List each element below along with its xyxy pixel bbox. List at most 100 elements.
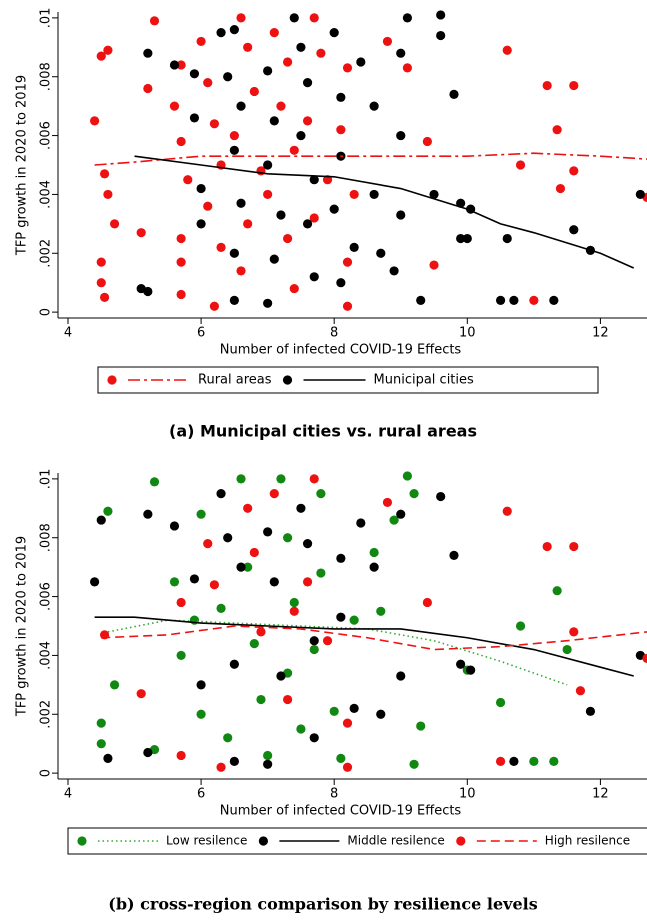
fit-line [101,625,647,651]
x-axis-label: Number of infected COVID-19 Effects [220,804,462,819]
scatter-point [569,225,579,235]
y-tick-label: .002 [39,239,54,268]
scatter-point [103,45,113,55]
x-tick-label: 4 [64,326,72,341]
chart: 0 .002 .004 .006 .008 .01 4 6 8 10 12 Number of inf… [15,469,647,914]
scatter-point [136,689,146,699]
x-tick-label: 6 [197,326,205,341]
scatter-point [329,204,339,214]
scatter-point [229,130,239,141]
scatter-point [176,233,186,244]
scatter-point [109,680,120,690]
scatter-point [263,160,273,170]
scatter-point [542,541,552,552]
y-tick-label: .004 [39,180,54,209]
scatter-point [289,13,299,23]
scatter-point [256,627,266,637]
legend-marker [107,375,117,385]
scatter-point [196,36,206,47]
scatter-point [382,36,393,47]
scatter-point [436,10,446,20]
scatter-point [466,665,476,675]
scatter-point [169,60,180,70]
scatter-point [329,27,339,38]
scatter-point [143,286,153,297]
scatter-point [309,733,319,743]
scatter-point [409,759,419,769]
scatter-point [495,295,506,305]
x-tick-label: 10 [459,787,476,802]
scatter-point [176,650,186,661]
scatter-point [263,759,273,769]
scatter-point [143,747,153,758]
scatter-point [316,488,326,499]
scatter-point [322,636,333,646]
scatter-point [342,63,353,73]
y-tick-label: 0 [39,769,54,777]
scatter-point [169,577,180,587]
scatter-point [143,48,153,58]
y-tick-label: .01 [39,469,54,490]
scatter-point [183,175,193,185]
scatter-point [243,219,253,229]
scatter-point [176,289,186,300]
scatter-point [229,145,239,155]
scatter-point [349,242,359,252]
scatter-point [96,51,106,61]
scatter-point [509,756,519,766]
scatter-point [356,57,366,67]
scatter-point [296,503,306,513]
scatter-point [169,521,180,531]
scatter-point [309,175,319,185]
scatter-point [296,130,306,141]
scatter-point [236,266,246,276]
scatter-point [495,756,506,766]
scatter-point [585,706,596,716]
legend-box [67,827,647,855]
y-axis-label: TFP growth in 2020 to 2019 [15,75,30,256]
scatter-point [143,509,153,519]
scatter-point [396,671,406,681]
scatter-point [389,266,399,276]
scatter-point [642,653,647,663]
scatter-point [243,42,253,52]
scatter-point [236,13,246,23]
legend-label: Municipal cities [374,373,474,388]
legend-marker [456,836,466,846]
scatter-point [549,756,559,766]
scatter-point [263,189,273,200]
scatter-point [342,762,353,772]
scatter-point [349,189,359,200]
scatter-point [236,474,246,484]
scatter-point [396,210,406,220]
scatter-point [236,198,246,208]
scatter-point [236,101,246,111]
scatter-point [635,189,645,200]
scatter-point [249,547,259,558]
scatter-point [276,101,286,111]
scatter-point [203,201,213,211]
scatter-point [196,509,206,519]
legend-label: Rural areas [198,373,272,388]
scatter-point [90,577,100,587]
scatter-point [552,586,562,596]
scatter-point [99,169,110,179]
scatter-point [269,577,279,587]
scatter-point [336,92,346,102]
scatter-point [555,183,566,194]
scatter-point [189,574,200,584]
scatter-point [149,16,160,26]
scatter-point [176,597,186,608]
scatter-point [223,72,233,82]
scatter-point [569,627,579,637]
scatter-point [529,756,539,766]
scatter-point [342,301,353,311]
scatter-point [456,233,466,244]
scatter-point [422,136,432,147]
scatter-point [109,219,120,229]
scatter-point [396,130,406,141]
scatter-point [229,659,239,669]
scatter-point [429,189,439,200]
scatter-point [316,568,326,578]
scatter-point [283,533,293,543]
